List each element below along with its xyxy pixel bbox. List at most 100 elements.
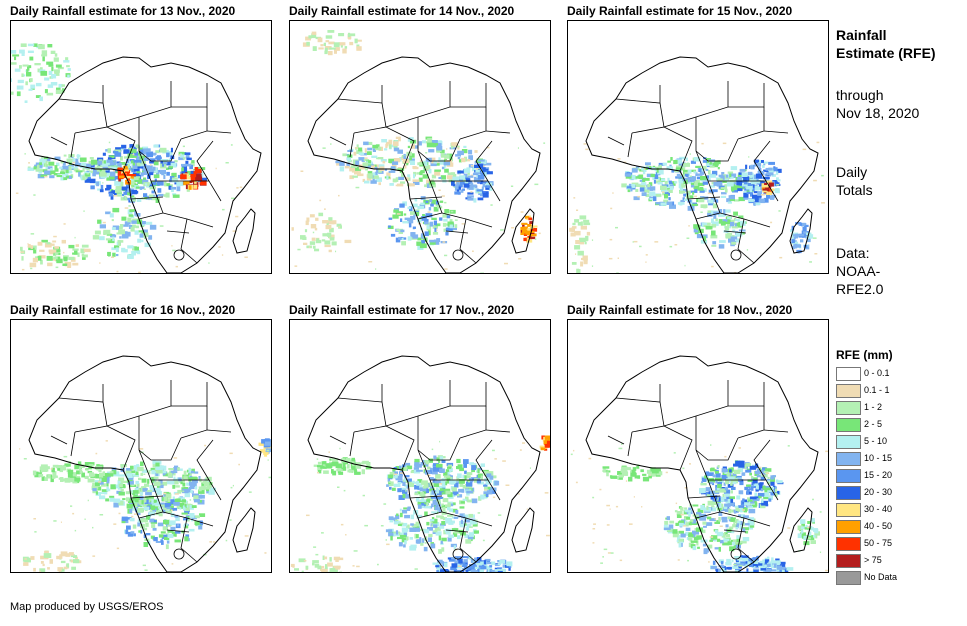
rain-cell bbox=[470, 569, 476, 572]
legend-label: 30 - 40 bbox=[864, 504, 893, 514]
rain-cell bbox=[442, 498, 449, 503]
rain-cell bbox=[686, 162, 690, 165]
rain-cell bbox=[719, 525, 723, 527]
rain-cell bbox=[160, 539, 164, 543]
rain-cell bbox=[529, 221, 533, 225]
rain-cell bbox=[753, 159, 760, 163]
rain-cell bbox=[497, 563, 502, 566]
rain-cell bbox=[172, 193, 177, 196]
rain-cell bbox=[544, 443, 550, 448]
rain-cell bbox=[60, 171, 65, 174]
rain-cell bbox=[747, 182, 753, 186]
rain-cell bbox=[753, 479, 758, 484]
rain-cell bbox=[324, 47, 328, 53]
rain-cell bbox=[723, 489, 731, 494]
rain-cell bbox=[462, 188, 465, 191]
rain-cell bbox=[33, 166, 37, 170]
rain-cell bbox=[139, 233, 144, 238]
rain-cell bbox=[679, 188, 683, 191]
rain-cell bbox=[660, 202, 667, 206]
rain-cell bbox=[327, 562, 333, 567]
rain-cell bbox=[630, 187, 633, 192]
rain-cell bbox=[410, 158, 415, 162]
legend-title: RFE (mm) bbox=[836, 348, 893, 362]
rain-cell bbox=[454, 483, 459, 488]
rain-cell bbox=[450, 210, 454, 213]
rain-cell bbox=[714, 529, 718, 534]
rain-cell bbox=[147, 168, 154, 173]
rain-cell bbox=[101, 477, 107, 482]
rain-cell bbox=[482, 469, 489, 472]
rain-cell bbox=[55, 266, 59, 269]
rain-cell bbox=[30, 84, 36, 89]
rain-cell bbox=[429, 477, 434, 480]
rain-cell bbox=[409, 537, 413, 540]
rain-cell bbox=[47, 262, 53, 267]
rain-cell bbox=[736, 523, 740, 527]
rain-cell bbox=[685, 190, 691, 195]
rain-cell bbox=[654, 241, 659, 243]
border-line bbox=[460, 479, 501, 501]
rain-cell bbox=[674, 181, 678, 184]
rain-cell bbox=[320, 44, 324, 47]
rain-cell bbox=[99, 262, 101, 264]
rain-cell bbox=[718, 209, 723, 214]
rain-cell bbox=[352, 565, 355, 567]
rain-cell bbox=[753, 486, 756, 489]
rain-cell bbox=[471, 498, 478, 504]
rain-cell bbox=[230, 144, 233, 146]
rain-cell bbox=[746, 490, 749, 494]
rain-cell bbox=[74, 250, 78, 255]
rain-cell bbox=[124, 176, 131, 179]
rain-cell bbox=[480, 561, 487, 565]
rain-cell bbox=[67, 68, 71, 71]
rain-cell bbox=[33, 249, 37, 254]
rain-cell bbox=[135, 144, 140, 149]
rain-cell bbox=[321, 565, 325, 569]
rain-cell bbox=[486, 490, 493, 495]
rain-cell bbox=[451, 181, 455, 186]
rain-cell bbox=[50, 468, 53, 470]
rain-cell bbox=[27, 43, 35, 47]
rain-cell bbox=[26, 71, 32, 77]
panel-title: Daily Rainfall estimate for 16 Nov., 202… bbox=[10, 303, 236, 317]
rain-cell bbox=[678, 183, 684, 189]
rain-cell bbox=[305, 220, 309, 226]
rain-cell bbox=[127, 531, 133, 537]
rain-cell bbox=[641, 192, 647, 196]
rain-cell bbox=[687, 199, 692, 203]
country-borders bbox=[607, 81, 789, 264]
rain-cell bbox=[164, 536, 170, 540]
rain-cell bbox=[229, 519, 232, 521]
rain-cell bbox=[725, 562, 732, 566]
rain-cell bbox=[160, 504, 166, 507]
rain-cell bbox=[695, 165, 701, 168]
rain-cell bbox=[459, 523, 465, 528]
rain-cell bbox=[184, 509, 190, 515]
rain-cell bbox=[453, 186, 455, 188]
rain-cell bbox=[40, 468, 48, 472]
rain-cell bbox=[350, 165, 357, 168]
rain-cell bbox=[724, 503, 729, 509]
rain-cell bbox=[28, 244, 31, 248]
rain-cell bbox=[433, 455, 437, 460]
rain-cell bbox=[464, 470, 467, 474]
rain-cell bbox=[711, 535, 718, 540]
rain-cell bbox=[392, 533, 399, 537]
rain-cell bbox=[112, 252, 116, 257]
rain-cell bbox=[576, 209, 579, 211]
rain-cell bbox=[683, 523, 688, 527]
rain-cell bbox=[474, 161, 477, 164]
rain-cell bbox=[520, 211, 524, 213]
rain-cell bbox=[801, 528, 804, 534]
rain-cell bbox=[407, 219, 414, 224]
rain-cell bbox=[702, 521, 707, 525]
rain-cell bbox=[144, 499, 149, 505]
rain-cell bbox=[680, 199, 685, 203]
rain-cell bbox=[124, 195, 127, 200]
rain-cell bbox=[456, 458, 461, 464]
rain-cell bbox=[116, 161, 121, 164]
rain-cell bbox=[420, 542, 424, 546]
rain-cell bbox=[690, 519, 697, 524]
rain-cell bbox=[645, 261, 647, 263]
